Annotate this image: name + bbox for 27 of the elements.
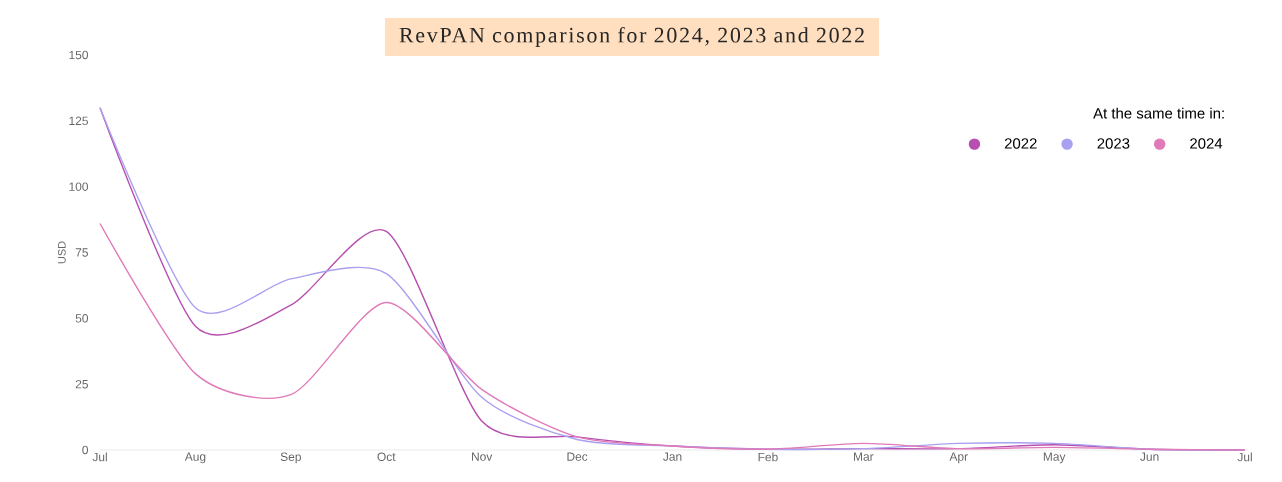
x-tick-label: Apr xyxy=(949,452,968,464)
y-tick-label: 125 xyxy=(69,116,88,126)
x-tick-label: Jun xyxy=(1140,452,1159,461)
chart-title: RevPAN comparison for 2024, 2023 and 2022 xyxy=(399,26,864,48)
x-tick-label: Sep xyxy=(280,452,301,464)
x-tick-label: Jul xyxy=(1237,452,1252,462)
legend-label: 2023 xyxy=(1097,138,1130,149)
y-tick-label: 150 xyxy=(69,50,89,60)
x-tick-label: Dec xyxy=(567,452,588,461)
legend-label: 2024 xyxy=(1190,138,1223,149)
x-tick-label: Oct xyxy=(377,452,396,461)
x-tick-label: Feb xyxy=(758,452,778,462)
y-tick-label: 25 xyxy=(75,379,88,389)
legend-label: 2022 xyxy=(1004,138,1037,149)
x-tick-label: Nov xyxy=(472,452,493,461)
x-tick-label: May xyxy=(1043,452,1066,464)
x-tick-label: Mar xyxy=(854,452,874,461)
legend-title: At the same time in: xyxy=(1093,107,1224,119)
y-tick-label: 75 xyxy=(75,248,88,257)
x-tick-label: Jul xyxy=(92,452,107,462)
line-series xyxy=(99,222,1246,451)
y-tick-label: 100 xyxy=(69,182,89,191)
x-tick-label: Aug xyxy=(184,452,206,464)
x-tick-label: Jan xyxy=(663,452,682,461)
y-tick-label: 50 xyxy=(75,314,89,323)
y-axis-title: USD xyxy=(57,241,66,264)
y-tick-label: 0 xyxy=(82,445,89,455)
